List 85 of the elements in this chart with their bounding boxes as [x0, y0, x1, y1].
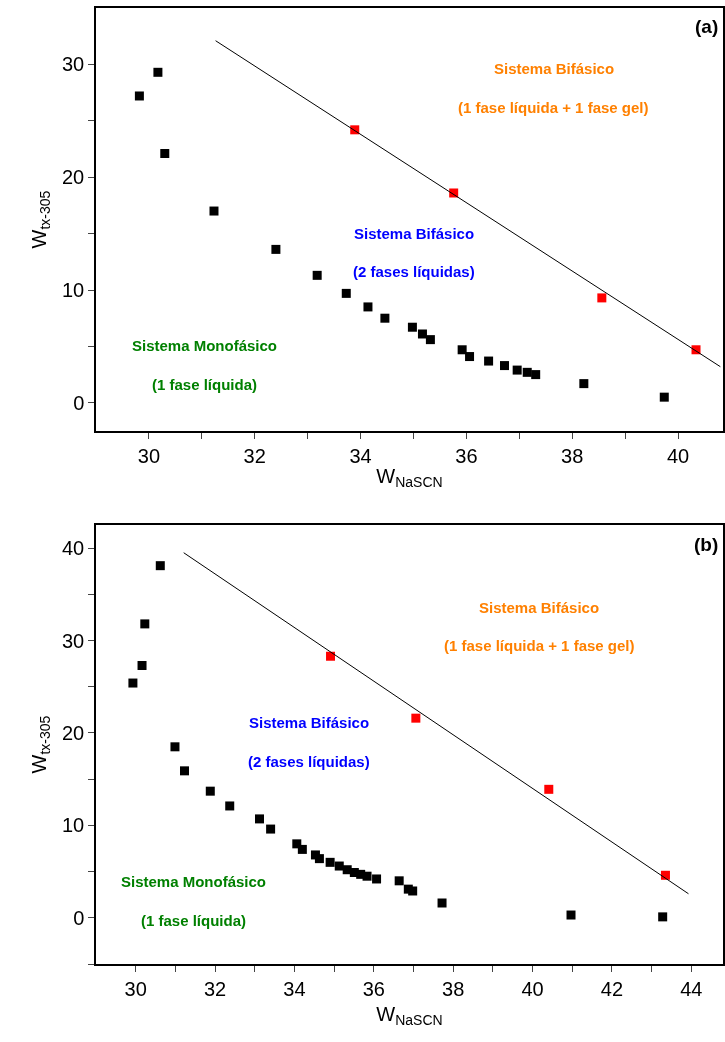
- point: [465, 352, 475, 362]
- annotation: Sistema Bifásico: [249, 714, 370, 731]
- point: [341, 288, 351, 298]
- point: [205, 786, 215, 796]
- point: [160, 149, 170, 159]
- point: [179, 766, 189, 776]
- point: [225, 801, 235, 811]
- annotation: (2 fases líquidas): [248, 753, 370, 770]
- annotation: (1 fase líquida): [141, 912, 247, 929]
- annotation: Sistema Bifásico: [494, 60, 615, 77]
- x-tick-label: 40: [666, 444, 690, 467]
- y-tick-label: 30: [62, 53, 85, 76]
- point: [137, 660, 147, 670]
- y-tick-label: 10: [62, 279, 85, 301]
- point: [579, 379, 589, 389]
- point: [170, 742, 180, 752]
- point: [417, 329, 427, 339]
- x-axis-title: W$_{NaSCN}$: [376, 1002, 443, 1028]
- point: [140, 619, 150, 629]
- point: [153, 67, 163, 77]
- y-tick-label: 0: [73, 391, 85, 414]
- x-tick-label: 44: [680, 977, 703, 1000]
- point: [425, 335, 435, 345]
- point: [266, 824, 276, 834]
- annotation: Sistema Bifásico: [354, 225, 475, 242]
- point: [128, 678, 138, 688]
- y-tick-label: 10: [62, 814, 85, 837]
- point: [522, 367, 532, 377]
- point: [297, 844, 307, 854]
- annotation: Sistema Monofásico: [132, 337, 278, 354]
- point: [411, 713, 421, 723]
- y-tick-label: 20: [62, 166, 85, 189]
- annotation: (a): [695, 16, 719, 37]
- point: [380, 313, 390, 323]
- point: [566, 910, 576, 920]
- x-tick-label: 32: [203, 977, 227, 1000]
- point: [362, 871, 372, 881]
- x-tick-label: 42: [600, 977, 624, 1000]
- point: [531, 370, 541, 380]
- x-tick-label: 30: [137, 444, 161, 467]
- point: [134, 91, 144, 101]
- point: [408, 886, 418, 896]
- point: [658, 912, 668, 922]
- point: [457, 345, 467, 355]
- point: [334, 861, 344, 871]
- point: [312, 270, 322, 280]
- annotation: Sistema Bifásico: [479, 599, 600, 616]
- y-tick-label: 20: [62, 721, 85, 744]
- point: [326, 651, 336, 661]
- point: [394, 876, 404, 886]
- x-tick-label: 34: [283, 977, 306, 1000]
- annotation: (1 fase líquida + 1 fase gel): [458, 99, 649, 116]
- point: [499, 361, 509, 371]
- point: [314, 854, 324, 864]
- x-tick-label: 34: [349, 444, 372, 467]
- point: [484, 356, 494, 366]
- annotation: Sistema Monofásico: [121, 873, 267, 890]
- point: [544, 784, 554, 794]
- point: [255, 814, 264, 824]
- x-tick-label: 36: [455, 444, 478, 467]
- point: [407, 322, 417, 332]
- point: [512, 365, 522, 375]
- x-tick-label: 38: [442, 977, 465, 1000]
- x-axis-title: W$_{NaSCN}$: [376, 464, 443, 490]
- point: [597, 293, 607, 303]
- point: [209, 206, 219, 216]
- point: [155, 561, 165, 571]
- annotation: (1 fase líquida + 1 fase gel): [444, 637, 635, 654]
- x-tick-label: 36: [362, 977, 385, 1000]
- point: [659, 392, 669, 402]
- annotation: (b): [694, 534, 719, 555]
- y-tick-label: 30: [62, 629, 85, 652]
- x-tick-label: 38: [561, 444, 584, 467]
- x-tick-label: 32: [243, 444, 266, 467]
- y-tick-label: 0: [73, 906, 85, 929]
- annotation: (1 fase líquida): [152, 376, 258, 393]
- point: [325, 857, 335, 867]
- y-tick-label: 40: [62, 537, 85, 560]
- point: [437, 898, 447, 908]
- point: [363, 302, 373, 312]
- x-tick-label: 40: [521, 977, 544, 1000]
- x-tick-label: 30: [124, 977, 147, 1000]
- point: [372, 874, 382, 884]
- annotation: (2 fases líquidas): [353, 263, 475, 280]
- point: [271, 244, 281, 254]
